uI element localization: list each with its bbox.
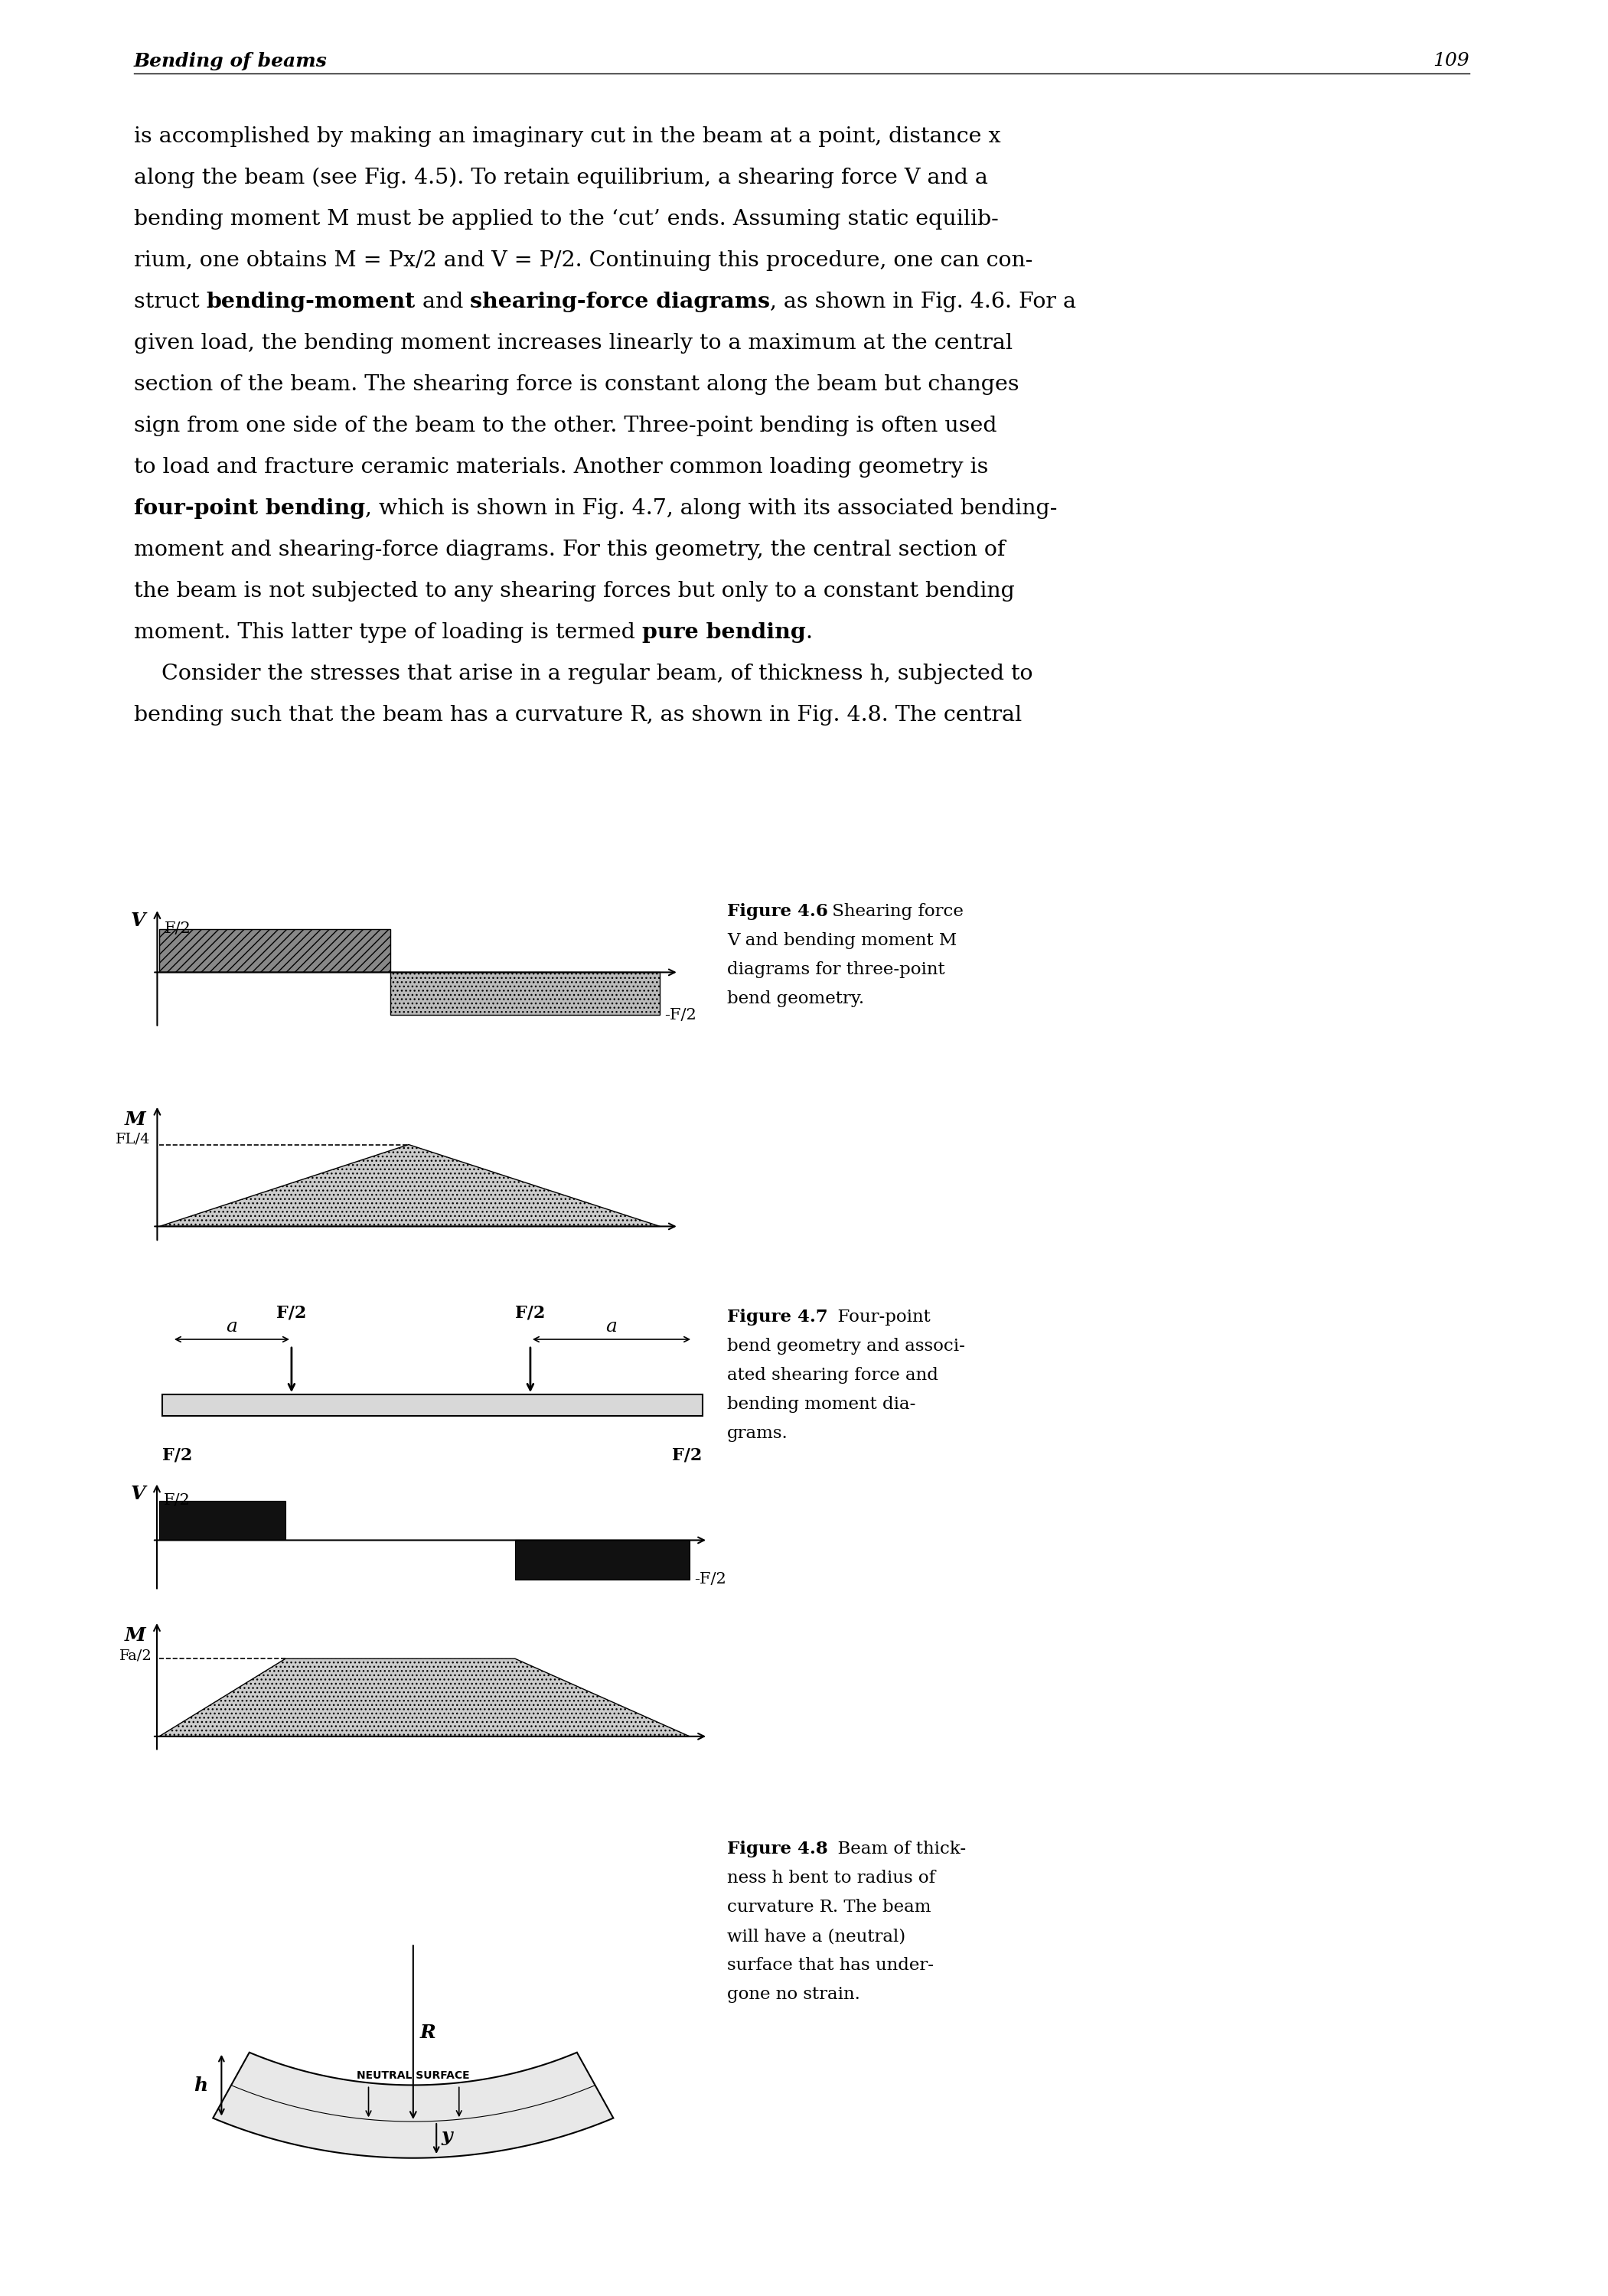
Text: ated shearing force and: ated shearing force and	[727, 1366, 937, 1384]
Text: sign from one side of the beam to the other. Three-point bending is often used: sign from one side of the beam to the ot…	[133, 416, 997, 436]
Polygon shape	[159, 1658, 690, 1736]
Text: 109: 109	[1433, 53, 1470, 69]
Text: struct: struct	[133, 292, 206, 312]
Text: Figure 4.8: Figure 4.8	[727, 1841, 828, 1857]
Text: -F/2: -F/2	[664, 1008, 696, 1022]
Text: M: M	[124, 1111, 146, 1130]
Text: along the beam (see Fig. 4.5). To retain equilibrium, a shearing force V and a: along the beam (see Fig. 4.5). To retain…	[133, 168, 987, 188]
Text: FL/4: FL/4	[116, 1132, 150, 1146]
Text: Shearing force: Shearing force	[827, 902, 963, 921]
Text: M: M	[124, 1626, 145, 1644]
Text: , which is shown in Fig. 4.7, along with its associated bending-: , which is shown in Fig. 4.7, along with…	[365, 498, 1058, 519]
Text: Bending of beams: Bending of beams	[133, 53, 328, 71]
Text: moment and shearing-force diagrams. For this geometry, the central section of: moment and shearing-force diagrams. For …	[133, 540, 1005, 560]
Text: ness h bent to radius of: ness h bent to radius of	[727, 1869, 936, 1887]
Text: moment. This latter type of loading is termed: moment. This latter type of loading is t…	[133, 622, 642, 643]
Text: pure bending: pure bending	[642, 622, 806, 643]
Text: will have a (neutral): will have a (neutral)	[727, 1929, 905, 1945]
Polygon shape	[159, 1146, 659, 1226]
Text: to load and fracture ceramic materials. Another common loading geometry is: to load and fracture ceramic materials. …	[133, 457, 989, 478]
Text: bending moment M must be applied to the ‘cut’ ends. Assuming static equilib-: bending moment M must be applied to the …	[133, 209, 999, 230]
Text: four-point bending: four-point bending	[133, 498, 365, 519]
Text: bending such that the beam has a curvature R, as shown in Fig. 4.8. The central: bending such that the beam has a curvatu…	[133, 705, 1023, 726]
Text: a: a	[227, 1318, 238, 1336]
Text: V: V	[130, 912, 146, 930]
Polygon shape	[515, 1541, 690, 1580]
Text: the beam is not subjected to any shearing forces but only to a constant bending: the beam is not subjected to any shearin…	[133, 581, 1015, 602]
Text: Figure 4.7: Figure 4.7	[727, 1309, 828, 1325]
Text: F/2: F/2	[515, 1304, 545, 1322]
Text: shearing-force diagrams: shearing-force diagrams	[470, 292, 770, 312]
Text: is accomplished by making an imaginary cut in the beam at a point, distance x: is accomplished by making an imaginary c…	[133, 126, 1000, 147]
Text: grams.: grams.	[727, 1426, 788, 1442]
Text: Fa/2: Fa/2	[119, 1649, 153, 1662]
Text: bend geometry and associ-: bend geometry and associ-	[727, 1339, 965, 1355]
Text: F/2: F/2	[164, 1492, 190, 1508]
Text: Four-point: Four-point	[827, 1309, 931, 1325]
Polygon shape	[162, 1394, 703, 1417]
Text: bend geometry.: bend geometry.	[727, 990, 863, 1008]
Text: .: .	[806, 622, 812, 643]
Text: -F/2: -F/2	[695, 1573, 727, 1587]
Text: F/2: F/2	[164, 921, 191, 937]
Text: given load, the bending moment increases linearly to a maximum at the central: given load, the bending moment increases…	[133, 333, 1013, 354]
Text: surface that has under-: surface that has under-	[727, 1956, 934, 1975]
Text: Consider the stresses that arise in a regular beam, of thickness h, subjected to: Consider the stresses that arise in a re…	[133, 664, 1032, 684]
Text: F/2: F/2	[672, 1446, 703, 1463]
Text: diagrams for three-point: diagrams for three-point	[727, 962, 946, 978]
Text: and: and	[415, 292, 470, 312]
Polygon shape	[159, 930, 391, 971]
Text: rium, one obtains M = Px/2 and V = P/2. Continuing this procedure, one can con-: rium, one obtains M = Px/2 and V = P/2. …	[133, 250, 1032, 271]
Text: Figure 4.6: Figure 4.6	[727, 902, 828, 921]
Polygon shape	[159, 1502, 286, 1541]
Text: , as shown in Fig. 4.6. For a: , as shown in Fig. 4.6. For a	[770, 292, 1076, 312]
Text: section of the beam. The shearing force is constant along the beam but changes: section of the beam. The shearing force …	[133, 374, 1019, 395]
Text: V and bending moment M: V and bending moment M	[727, 932, 957, 948]
Text: bending-moment: bending-moment	[206, 292, 415, 312]
Polygon shape	[391, 971, 659, 1015]
Text: y: y	[441, 2126, 452, 2144]
Polygon shape	[212, 2053, 613, 2158]
Text: R: R	[420, 2023, 436, 2041]
Text: F/2: F/2	[162, 1446, 193, 1463]
Text: bending moment dia-: bending moment dia-	[727, 1396, 915, 1412]
Text: a: a	[606, 1318, 617, 1336]
Text: F/2: F/2	[277, 1304, 307, 1322]
Text: h: h	[193, 2076, 207, 2094]
Text: NEUTRAL SURFACE: NEUTRAL SURFACE	[357, 2071, 470, 2080]
Text: Beam of thick-: Beam of thick-	[827, 1841, 966, 1857]
Text: curvature R. The beam: curvature R. The beam	[727, 1899, 931, 1915]
Text: V: V	[130, 1486, 145, 1504]
Text: gone no strain.: gone no strain.	[727, 1986, 860, 2002]
